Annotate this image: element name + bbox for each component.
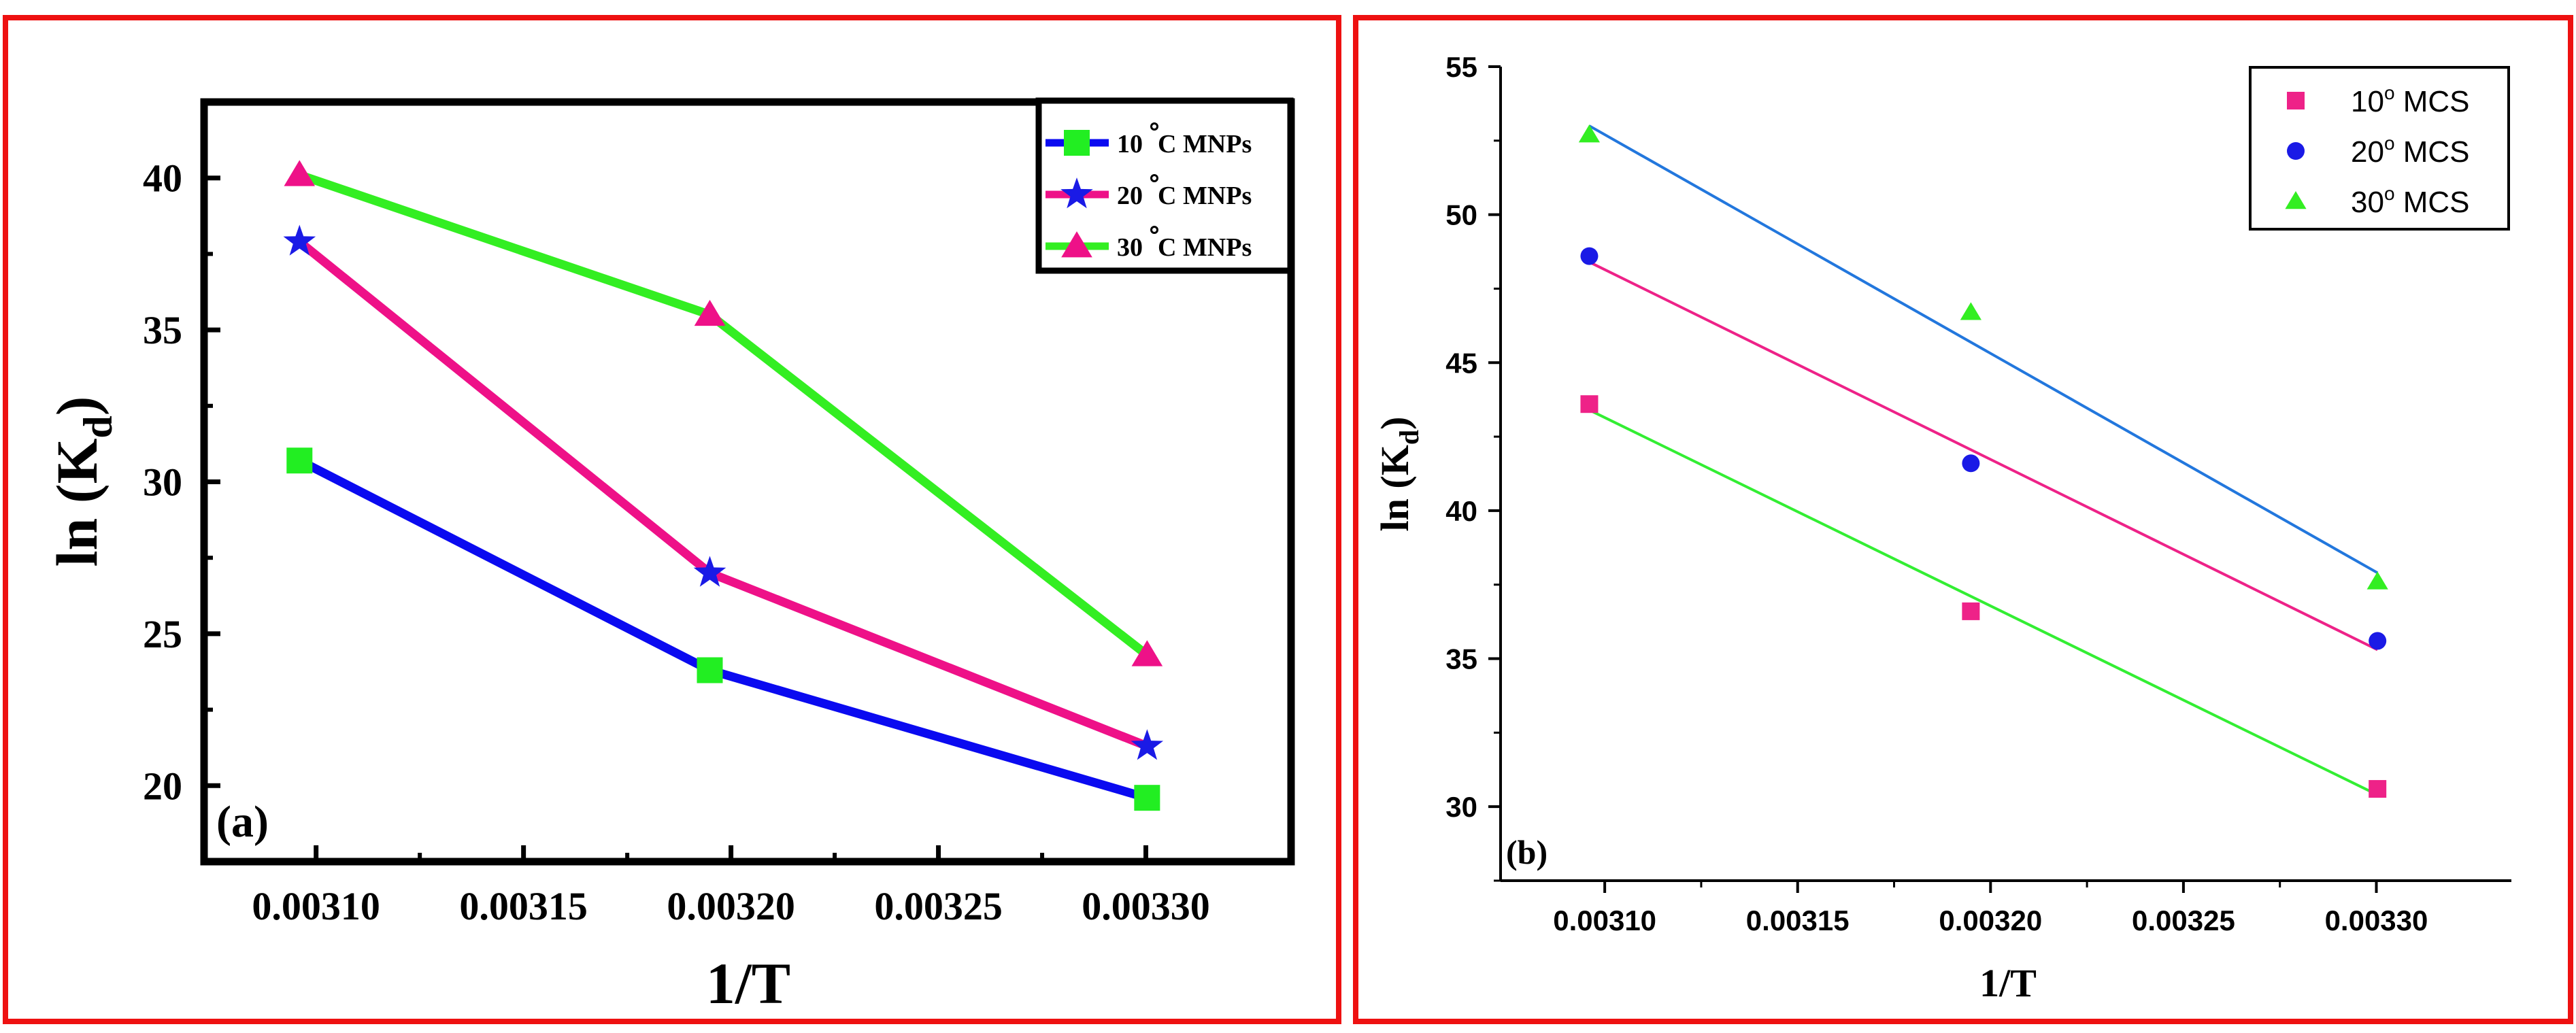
panel-a-marker-20-point-1 xyxy=(283,224,316,256)
panel-b-x-axis-title: 1/T xyxy=(1979,961,2037,1005)
panel-a-y-tick-label: 40 xyxy=(143,156,182,201)
panel-b-marker-30-point-3 xyxy=(2366,571,2388,590)
panel-a-x-tick-label: 0.00310 xyxy=(252,884,380,928)
panel-b-markers xyxy=(1578,124,2388,798)
panel-a-markers xyxy=(283,160,1164,811)
panel-a-y-tick-label: 30 xyxy=(143,460,182,505)
panel-a-marker-10-point-1 xyxy=(286,447,313,474)
panel-a-x-tick-label: 0.00325 xyxy=(874,884,1003,928)
panel-a-label: (a) xyxy=(216,797,269,847)
panel-b-marker-30-point-1 xyxy=(1578,124,1601,143)
panel-b-ticks: 0.00310 0.00315 0.00320 0.00325 0.00330 30 35 4… xyxy=(1445,51,2428,936)
panel-a-marker-10-point-2 xyxy=(697,657,723,683)
panel-b-y-axis-title: ln (Kd) xyxy=(1373,417,1424,532)
panel-a-legend-label-20: 20 C MNPs xyxy=(1117,182,1252,210)
panel-a-legend-marker-30 xyxy=(1061,231,1092,258)
panel-a-marker-30-point-3 xyxy=(1131,640,1163,666)
panel-a-x-tick-label: 0.00330 xyxy=(1082,884,1210,928)
panel-b-fit-line-10 xyxy=(1588,409,2379,796)
panel-b-legend-marker-20 xyxy=(2287,142,2305,160)
panel-a-marker-20-point-3 xyxy=(1131,729,1164,760)
panel-a-x-tick-label: 0.00320 xyxy=(667,884,795,928)
panel-b-marker-10-point-2 xyxy=(1962,602,1980,620)
panel-b-legend-label-20: 20o MCS xyxy=(2351,133,2470,169)
panel-a-legend-degree-30 xyxy=(1150,226,1158,234)
panel-a-legend-label-10: 10 C MNPs xyxy=(1117,130,1252,158)
panel-b-marker-20-point-2 xyxy=(1962,454,1980,473)
panel-a-legend-degree-20 xyxy=(1150,174,1158,182)
panel-b-legend-label-10: 10o MCS xyxy=(2351,82,2470,118)
panel-b-x-tick-label: 0.00320 xyxy=(1939,904,2042,936)
panel-b-legend-marker-10 xyxy=(2287,92,2305,109)
panel-b-marker-10-point-3 xyxy=(2369,780,2387,798)
panel-a-marker-20-point-2 xyxy=(693,556,726,587)
panel-b-label: (b) xyxy=(1506,833,1548,871)
panel-b-marker-20-point-1 xyxy=(1580,247,1599,265)
panel-a-series-lines xyxy=(297,171,1150,802)
panel-b-y-tick-label: 35 xyxy=(1445,643,1477,675)
panel-a-series-line-10 xyxy=(297,456,1149,802)
panel-b-marker-30-point-2 xyxy=(1960,302,1981,320)
panel-a-ticks: 0.00310 0.00315 0.00320 0.00325 0.00330 20 25 3… xyxy=(143,100,1210,928)
panel-a-y-tick-label: 25 xyxy=(143,612,182,656)
panel-b-x-tick-label: 0.00330 xyxy=(2325,904,2428,936)
panel-b-y-tick-label: 30 xyxy=(1445,791,1477,823)
panel-a-legend-degree-10 xyxy=(1150,122,1158,131)
panel-b-fit-lines xyxy=(1588,124,2379,796)
panel-b-fit-line-20 xyxy=(1588,260,2379,651)
panel-b-y-tick-label: 45 xyxy=(1445,347,1477,379)
panel-b-y-tick-label: 55 xyxy=(1445,51,1477,83)
panel-b-y-tick-label: 50 xyxy=(1445,199,1477,231)
panel-b: 0.00310 0.00315 0.00320 0.00325 0.00330 30 35 4… xyxy=(1373,51,2511,1005)
panel-a-legend-marker-20 xyxy=(1060,177,1093,209)
panel-a-legend-label-30: 30 C MNPs xyxy=(1117,233,1252,262)
panel-a-y-tick-label: 20 xyxy=(143,764,182,808)
panel-b-legend-marker-30 xyxy=(2285,191,2307,209)
panel-a-frame xyxy=(3,15,1341,1024)
panel-a-y-tick-label: 35 xyxy=(143,308,182,352)
panel-a-marker-10-point-3 xyxy=(1134,785,1160,811)
panel-b-x-tick-label: 0.00310 xyxy=(1553,904,1656,936)
panel-b-fit-line-30 xyxy=(1588,124,2379,575)
panel-b-marker-10-point-1 xyxy=(1580,395,1599,413)
panel-b-legend-label-30: 30o MCS xyxy=(2351,183,2470,219)
panel-a-x-tick-label: 0.00315 xyxy=(459,884,588,928)
panel-a: 0.00310 0.00315 0.00320 0.00325 0.00330 20 25 3… xyxy=(44,97,1295,1016)
panel-b-x-tick-label: 0.00315 xyxy=(1746,904,1850,936)
panel-a-legend-marker-10 xyxy=(1064,130,1090,156)
panel-a-x-axis-title: 1/T xyxy=(706,951,790,1016)
panel-b-marker-20-point-3 xyxy=(2369,632,2387,650)
panel-a-y-axis-title: ln (Kd) xyxy=(44,396,120,567)
panel-a-marker-30-point-1 xyxy=(284,160,316,186)
panel-b-y-tick-label: 40 xyxy=(1445,495,1477,527)
panel-a-legend: 10 C MNPs 20 C MNPs 30 C MNPs xyxy=(1035,97,1294,274)
panel-b-legend: 10o MCS 20o MCS 30o MCS xyxy=(2249,66,2510,231)
panel-b-x-tick-label: 0.00325 xyxy=(2132,904,2235,936)
panel-b-frame xyxy=(1353,15,2573,1024)
panel-a-marker-30-point-2 xyxy=(694,299,726,326)
